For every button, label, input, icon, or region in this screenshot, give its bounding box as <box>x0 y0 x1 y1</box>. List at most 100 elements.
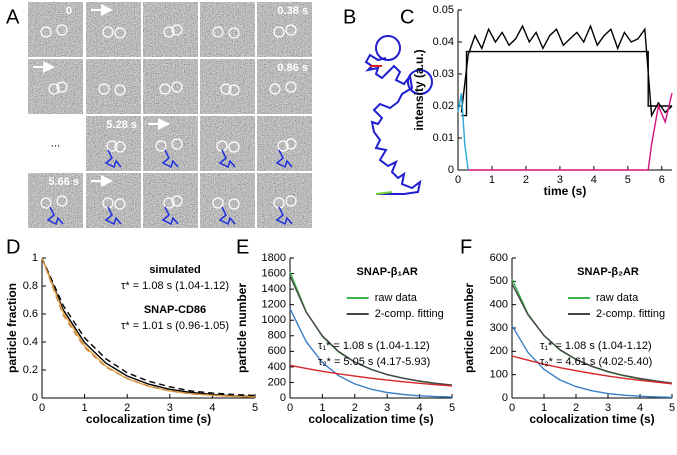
x-tick-label: 6 <box>659 174 665 186</box>
legend-label: 2-comp. fitting <box>596 308 665 320</box>
x-axis-label: colocalization time (s) <box>529 412 654 426</box>
spot <box>40 26 52 38</box>
spot <box>40 197 52 209</box>
track <box>218 206 236 226</box>
series-line <box>461 50 672 117</box>
y-axis-label: particle fraction <box>5 283 19 373</box>
micrograph <box>143 173 198 228</box>
track <box>46 206 64 226</box>
x-tick-label: 3 <box>384 402 390 414</box>
track <box>104 149 122 169</box>
spot <box>228 27 240 39</box>
series-line <box>457 93 469 171</box>
spot <box>228 84 240 96</box>
spot <box>106 140 118 152</box>
time-label: 0.86 s <box>277 62 308 74</box>
series-line <box>511 283 673 384</box>
spot <box>56 81 68 93</box>
micrograph <box>28 2 83 57</box>
chart-title: SNAP-β₁AR <box>357 266 418 278</box>
micrograph <box>86 2 141 57</box>
spot <box>285 81 297 93</box>
y-tick-label: 400 <box>490 299 508 311</box>
track <box>275 206 293 226</box>
micrograph <box>86 173 141 228</box>
spot <box>98 83 110 95</box>
spot <box>228 141 240 153</box>
time-label: 0.38 s <box>277 5 308 17</box>
x-axis-label: colocalization time (s) <box>86 412 211 426</box>
track <box>161 206 179 226</box>
x-tick-label: 4 <box>417 402 423 414</box>
panel-label: A <box>6 6 20 28</box>
y-tick-label: 600 <box>490 252 508 264</box>
series-line <box>41 257 256 397</box>
annotation: simulated <box>149 264 200 276</box>
y-tick-label: 0.4 <box>23 336 38 348</box>
panel-label: E <box>236 236 249 258</box>
annotation: τ* = 1.08 s (1.04-1.12) <box>121 280 229 292</box>
micrograph <box>28 173 83 228</box>
panel-label: B <box>343 6 356 28</box>
x-tick-label: 4 <box>637 402 643 414</box>
spot <box>102 26 114 38</box>
micrograph <box>86 116 141 171</box>
x-tick-label: 0 <box>287 402 293 414</box>
series-line <box>511 355 673 385</box>
spot <box>277 140 289 152</box>
x-tick-label: 2 <box>352 402 358 414</box>
annotation: τ₂* = 4.61 s (4.02-5.40) <box>540 356 652 368</box>
annotation: τ₁* = 1.08 s (1.04-1.12) <box>540 340 652 352</box>
spot <box>285 138 297 150</box>
spot <box>114 141 126 153</box>
spot <box>273 26 285 38</box>
x-tick-label: 0 <box>39 402 45 414</box>
micrograph <box>257 116 312 171</box>
x-tick-label: 3 <box>557 174 563 186</box>
series-line <box>289 364 453 387</box>
x-tick-label: 1 <box>489 174 495 186</box>
micrograph <box>257 2 312 57</box>
y-tick-label: 0 <box>280 392 286 404</box>
series-line <box>289 275 453 386</box>
spot <box>56 24 68 36</box>
spot <box>48 83 60 95</box>
annotation: SNAP-CD86 <box>144 304 206 316</box>
y-tick-label: 0 <box>32 392 38 404</box>
spot <box>163 26 175 38</box>
track <box>104 206 122 226</box>
y-tick-label: 0 <box>502 392 508 404</box>
series-line <box>289 271 453 386</box>
x-tick-label: 5 <box>669 402 675 414</box>
micrograph <box>257 59 312 114</box>
track <box>218 149 236 169</box>
y-tick-label: 0.01 <box>433 132 454 144</box>
micrograph <box>200 59 255 114</box>
spot <box>269 83 281 95</box>
micrograph <box>200 173 255 228</box>
series-line <box>468 93 673 171</box>
x-tick-label: 2 <box>573 402 579 414</box>
x-tick-label: 0 <box>509 402 515 414</box>
spot <box>212 26 224 38</box>
x-tick-label: 3 <box>605 402 611 414</box>
x-tick-label: 3 <box>167 402 173 414</box>
y-tick-label: 200 <box>490 345 508 357</box>
x-tick-label: 1 <box>541 402 547 414</box>
x-tick-label: 5 <box>449 402 455 414</box>
x-tick-label: 5 <box>625 174 631 186</box>
x-axis-label: colocalization time (s) <box>308 412 433 426</box>
y-tick-label: 1000 <box>262 314 286 326</box>
x-tick-label: 1 <box>319 402 325 414</box>
time-label: 5.28 s <box>106 119 137 131</box>
y-axis-label: particle number <box>235 283 249 373</box>
annotation: τ* = 1.01 s (0.96-1.05) <box>121 320 229 332</box>
spot <box>163 197 175 209</box>
panel-label: D <box>6 236 20 258</box>
track <box>275 149 293 169</box>
x-tick-label: 4 <box>209 402 215 414</box>
y-tick-label: 300 <box>490 322 508 334</box>
y-tick-label: 0.6 <box>23 308 38 320</box>
spot <box>220 83 232 95</box>
y-tick-label: 0.04 <box>433 36 454 48</box>
